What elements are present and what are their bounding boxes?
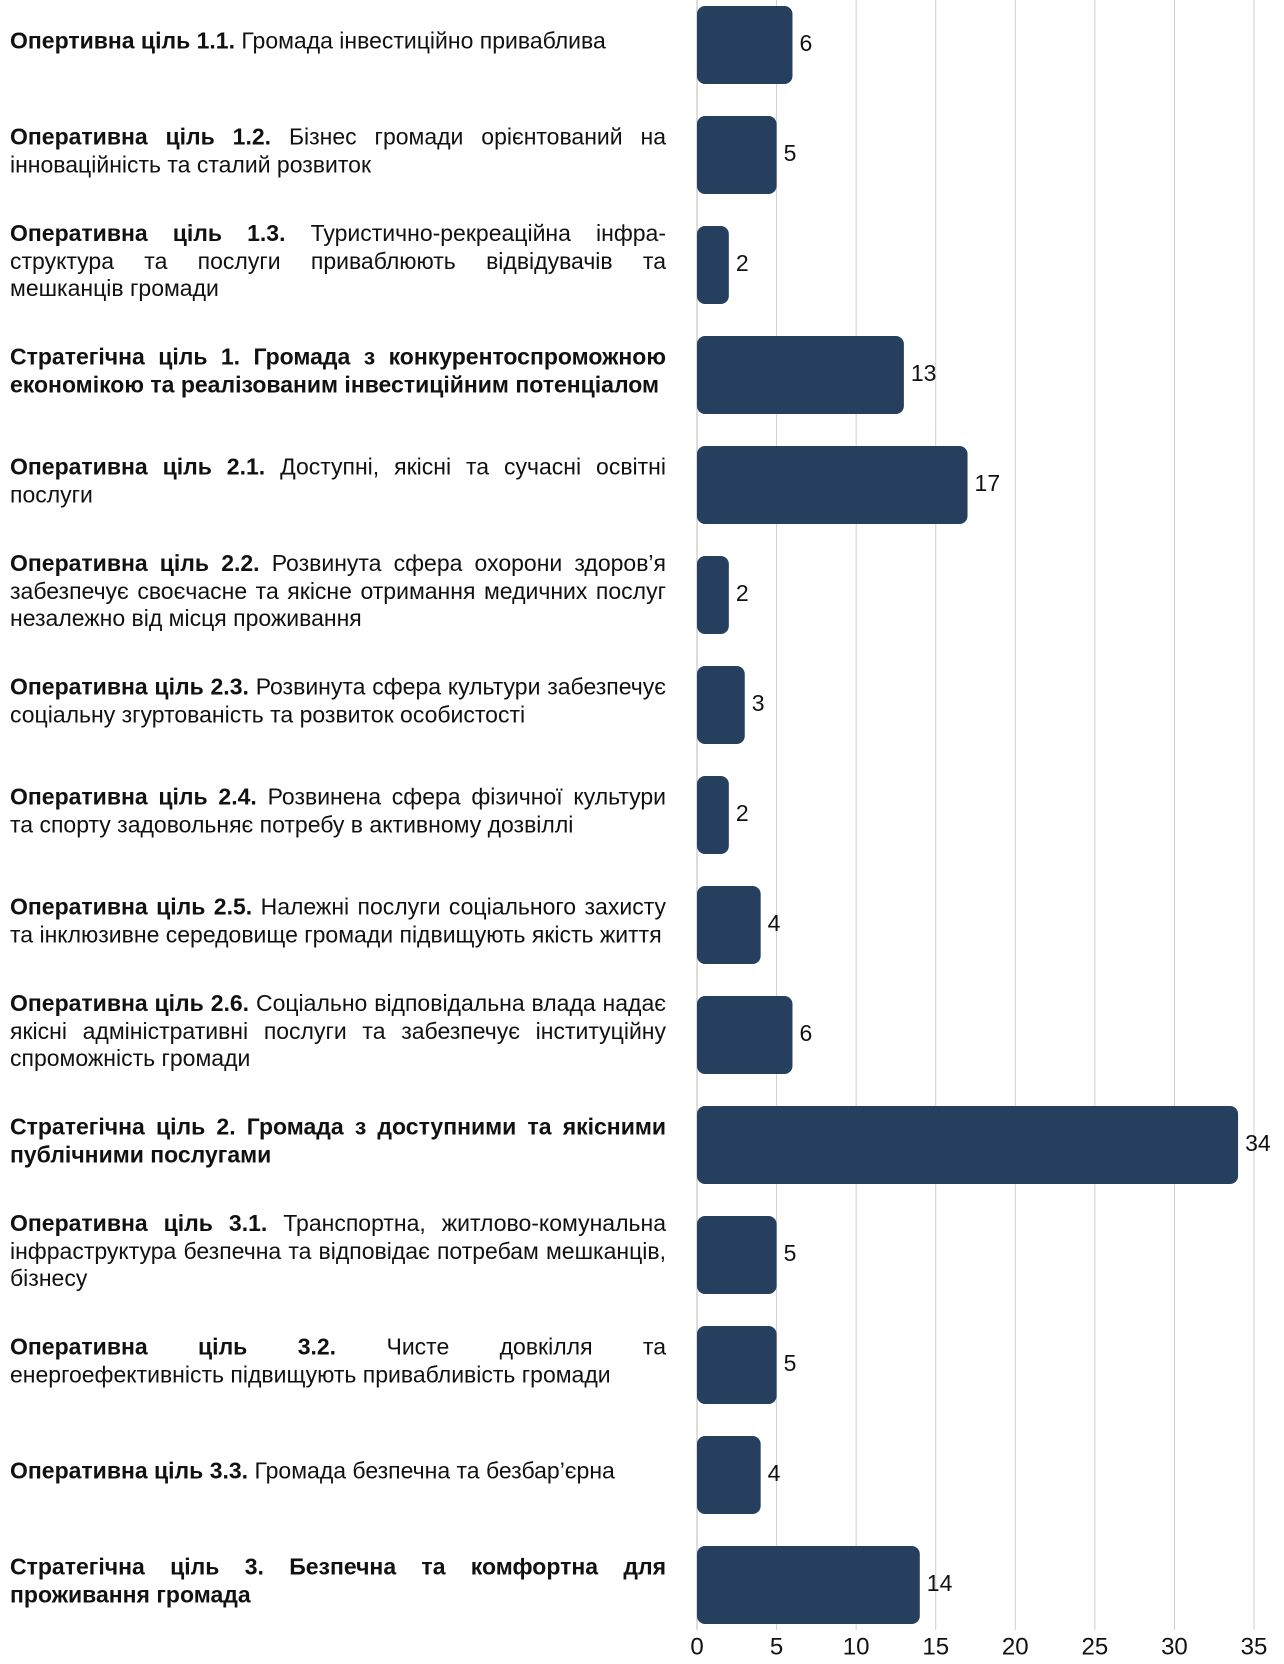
category-title: Оперативна ціль 2.6. — [10, 989, 250, 1016]
category-title: Стратегічна ціль 3. Безпечна та комфортн… — [10, 1553, 666, 1608]
x-tick-label: 30 — [1161, 1633, 1188, 1660]
bar — [697, 886, 761, 964]
value-label: 5 — [784, 1240, 797, 1266]
bar — [697, 1546, 920, 1624]
x-tick-label: 0 — [690, 1633, 703, 1660]
category-title: Оперативна ціль 2.2. — [10, 549, 260, 576]
category-text: Чисте довкілля та енергоефективність під… — [10, 1333, 666, 1388]
category-text: Доступні, якісні та сучасні освітні посл… — [10, 453, 666, 508]
value-label: 13 — [911, 360, 937, 386]
value-label: 4 — [768, 1460, 781, 1486]
category-text: Розвинута сфера культури забезпечує соці… — [10, 673, 666, 728]
x-tick-label: 5 — [770, 1633, 783, 1660]
category-title: Оперативна ціль 2.1. — [10, 453, 266, 480]
x-tick-label: 35 — [1241, 1633, 1268, 1660]
category-label: Оперативна ціль 1.3. Туристично-рекреаці… — [10, 220, 666, 303]
category-label: Оперативна ціль 3.1. Транспортна, житлов… — [10, 1210, 666, 1293]
category-title: Оперативна ціль 3.3. — [10, 1457, 249, 1484]
x-tick-label: 15 — [922, 1633, 949, 1660]
category-title: Оперативна ціль 1.3. — [10, 219, 286, 246]
bar — [697, 1106, 1239, 1184]
category-text: Розвинута сфера охорони здоров’я забезпе… — [10, 549, 666, 631]
category-label: Стратегічна ціль 1. Громада з конкуренто… — [10, 344, 666, 399]
category-label: Оперативна ціль 2.6. Соціально відповіда… — [10, 990, 666, 1073]
category-text: Громада інвестиційно приваблива — [241, 27, 606, 54]
category-title: Оперативна ціль 3.1. — [10, 1209, 268, 1236]
value-label: 17 — [975, 470, 1001, 496]
value-label: 6 — [799, 30, 812, 56]
bar — [697, 1326, 777, 1404]
category-title: Оперативна ціль 2.5. — [10, 893, 253, 920]
category-title: Опертивна ціль 1.1. — [10, 27, 235, 54]
category-label: Оперативна ціль 2.4. Розвинена сфера фіз… — [10, 784, 666, 839]
category-title: Стратегічна ціль 1. Громада з конкуренто… — [10, 343, 666, 398]
category-label: Оперативна ціль 3.3. Громада безпечна та… — [10, 1457, 666, 1485]
category-title: Стратегічна ціль 2. Громада з доступними… — [10, 1113, 666, 1168]
x-tick-label: 10 — [843, 1633, 870, 1660]
category-text: Соціально відповідальна влада надає якіс… — [10, 989, 666, 1071]
category-title: Оперативна ціль 3.2. — [10, 1333, 337, 1360]
category-label: Стратегічна ціль 3. Безпечна та комфортн… — [10, 1554, 666, 1609]
category-title: Оперативна ціль 2.4. — [10, 783, 257, 810]
value-label: 2 — [736, 250, 749, 276]
bar — [697, 1436, 761, 1514]
value-label: 3 — [752, 690, 765, 716]
category-label: Оперативна ціль 2.5. Належні послуги соц… — [10, 894, 666, 949]
bar — [697, 666, 745, 744]
bar — [697, 1216, 777, 1294]
category-label: Оперативна ціль 1.2. Бізнес громади оріє… — [10, 124, 666, 179]
category-text: Бізнес громади орієнтований на інновацій… — [10, 123, 666, 178]
category-text: Транспортна, житлово-комунальна інфрастр… — [10, 1209, 666, 1291]
bar — [697, 996, 793, 1074]
category-title: Оперативна ціль 2.3. — [10, 673, 249, 700]
bar — [697, 556, 729, 634]
bar — [697, 446, 968, 524]
bar — [697, 336, 904, 414]
category-text: Належні послуги соціального захисту та і… — [10, 893, 666, 948]
x-tick-label: 25 — [1082, 1633, 1109, 1660]
category-label: Опертивна ціль 1.1. Громада інвестиційно… — [10, 27, 666, 55]
category-text: Розвинена сфера фізичної культури та спо… — [10, 783, 666, 838]
value-label: 5 — [784, 1350, 797, 1376]
category-label: Оперативна ціль 3.2. Чисте довкілля та е… — [10, 1334, 666, 1389]
bar — [697, 226, 729, 304]
category-label: Оперативна ціль 2.1. Доступні, якісні та… — [10, 454, 666, 509]
value-label: 4 — [768, 910, 781, 936]
value-label: 5 — [784, 140, 797, 166]
value-label: 6 — [799, 1020, 812, 1046]
category-label: Стратегічна ціль 2. Громада з доступними… — [10, 1114, 666, 1169]
value-label: 2 — [736, 800, 749, 826]
category-label: Оперативна ціль 2.2. Розвинута сфера охо… — [10, 550, 666, 633]
x-tick-label: 20 — [1002, 1633, 1029, 1660]
category-text: Туристично-рекреаційна інфра-структура т… — [10, 219, 666, 301]
category-text: Громада безпечна та безбар’єрна — [254, 1457, 615, 1484]
value-label: 14 — [927, 1570, 953, 1596]
category-label: Оперативна ціль 2.3. Розвинута сфера кул… — [10, 674, 666, 729]
bar — [697, 776, 729, 854]
category-title: Оперативна ціль 1.2. — [10, 123, 272, 150]
bar — [697, 6, 793, 84]
value-label: 2 — [736, 580, 749, 606]
value-label: 34 — [1245, 1130, 1271, 1156]
bar — [697, 116, 777, 194]
